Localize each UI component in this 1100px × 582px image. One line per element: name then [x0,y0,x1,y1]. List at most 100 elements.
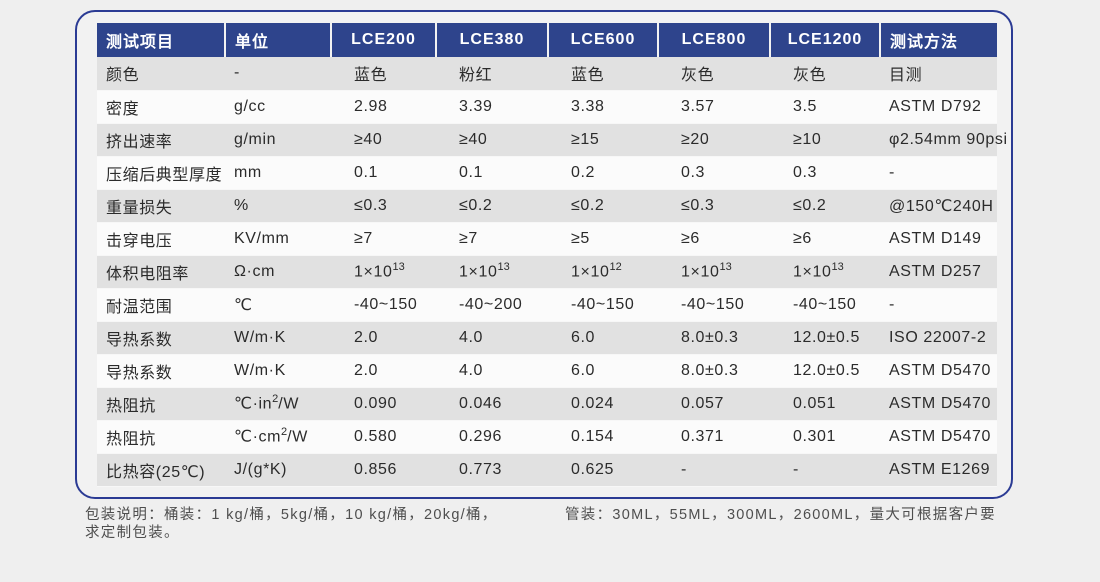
table-cell: 2.0 [331,354,436,388]
table-row: 重量损失% ≤0.3 ≤0.2 ≤0.2 ≤0.3 ≤0.2 @150℃240H [97,189,997,223]
table-cell: 2.98 [331,90,436,124]
table-cell: ≥7 [436,222,548,256]
table-cell: 3.39 [436,90,548,124]
spec-table-body: 颜色 - 蓝色 粉红 蓝色 灰色 灰色 目测 密度 g/cc 2.98 3.39 3.38 3.57 3.5… [97,57,1007,487]
table-cell: 蓝色 [331,57,436,91]
table-cell: J/(g*K) [225,453,331,487]
table-cell: W/m·K [225,321,331,355]
table-cell: 热阻抗 [97,420,225,454]
table-cell: -40~150 [658,288,770,322]
table-cell: 0.024 [548,387,658,421]
table-row: 导热系数 W/m·K 2.0 4.0 6.0 8.0±0.3 12.0±0.5 ASTM D5… [97,354,997,388]
table-cell: 0.057 [658,387,770,421]
table-cell: 0.090 [331,387,436,421]
table-cell: 重量损失 [97,189,225,223]
packaging-note: 包装说明：桶装：1 kg/桶，5kg/桶，10 kg/桶，20kg/桶， 管装：… [85,506,1020,542]
table-cell: ASTM E1269 [880,453,997,487]
table-cell: ≥5 [548,222,658,256]
table-cell: ≤0.2 [436,189,548,223]
table-cell: W/m·K [225,354,331,388]
table-cell: 0.051 [770,387,880,421]
column-header: LCE200 [331,23,437,57]
table-cell: ≥10 [770,123,880,157]
table-cell: 1×1013 [770,255,880,289]
table-cell: -40~150 [331,288,436,322]
table-cell: 3.38 [548,90,658,124]
table-row: 热阻抗 ℃·cm2/W 0.580 0.296 0.154 0.371 0.301 ASTM … [97,420,997,454]
table-cell: 0.1 [331,156,436,190]
table-cell: ≤0.2 [770,189,880,223]
table-cell: Ω·cm [225,255,331,289]
table-row: 颜色 - 蓝色 粉红 蓝色 灰色 灰色 目测 [97,57,997,91]
table-cell: 6.0 [548,354,658,388]
table-cell: ℃·cm2/W [225,420,331,454]
column-header: LCE600 [548,23,659,57]
table-cell: 0.580 [331,420,436,454]
table-cell: 0.301 [770,420,880,454]
table-cell: 12.0±0.5 [770,321,880,355]
table-cell: ℃·in2/W [225,387,331,421]
column-header: 测试项目 [97,23,226,57]
spec-table: 测试项目 单位 LCE200 LCE380 LCE600 LCE800 LCE1200 测试方… [97,23,1007,487]
table-cell: - [658,453,770,487]
table-row: 耐温范围 ℃ -40~150 -40~200 -40~150 -40~150 -40~150… [97,288,997,322]
column-header: 单位 [225,23,332,57]
table-row: 挤出速率 g/min ≥40 ≥40 ≥15 ≥20 ≥10 φ2.54mm 90psi [97,123,1007,157]
table-cell: ≥7 [331,222,436,256]
table-cell: ≤0.2 [548,189,658,223]
table-cell: KV/mm [225,222,331,256]
table-cell: 蓝色 [548,57,658,91]
table-cell: % [225,189,331,223]
table-cell: g/min [225,123,331,157]
table-row: 导热系数 W/m·K 2.0 4.0 6.0 8.0±0.3 12.0±0.5 ISO 220… [97,321,997,355]
table-cell: 击穿电压 [97,222,225,256]
table-cell: 2.0 [331,321,436,355]
table-row: 热阻抗 ℃·in2/W 0.090 0.046 0.024 0.057 0.051 ASTM … [97,387,997,421]
table-cell: 0.296 [436,420,548,454]
table-cell: ASTM D5470 [880,387,997,421]
table-cell: 1×1013 [436,255,548,289]
table-cell: φ2.54mm 90psi [880,123,1007,157]
table-cell: ≥6 [658,222,770,256]
table-cell: 1×1013 [658,255,770,289]
table-cell: 8.0±0.3 [658,321,770,355]
column-header: LCE380 [436,23,549,57]
table-cell: 6.0 [548,321,658,355]
table-cell: 导热系数 [97,321,225,355]
table-cell: - [880,288,997,322]
table-cell: ASTM D5470 [880,420,997,454]
table-cell: 热阻抗 [97,387,225,421]
packaging-note-wrap: 求定制包装。 [85,525,180,541]
column-header: LCE1200 [770,23,881,57]
table-cell: 目测 [880,57,997,91]
spec-card: 测试项目 单位 LCE200 LCE380 LCE600 LCE800 LCE1200 测试方… [75,10,1013,499]
table-cell: ≤0.3 [658,189,770,223]
table-cell: 颜色 [97,57,225,91]
table-cell: 0.046 [436,387,548,421]
table-cell: ≤0.3 [331,189,436,223]
table-cell: 0.773 [436,453,548,487]
packaging-note-tube: 管装：30ML，55ML，300ML，2600ML，量大可根据客户要 [565,507,996,523]
table-cell: 比热容(25℃) [97,453,225,487]
table-cell: ℃ [225,288,331,322]
table-row: 密度 g/cc 2.98 3.39 3.38 3.57 3.5 ASTM D792 [97,90,997,124]
table-cell: ≥40 [331,123,436,157]
table-cell: 0.2 [548,156,658,190]
table-cell: ASTM D149 [880,222,997,256]
table-cell: - [225,57,331,91]
table-cell: -40~150 [548,288,658,322]
table-cell: ISO 22007-2 [880,321,997,355]
column-header: LCE800 [658,23,771,57]
table-row: 击穿电压 KV/mm ≥7 ≥7 ≥5 ≥6 ≥6 ASTM D149 [97,222,997,256]
table-cell: ≥6 [770,222,880,256]
table-cell: 粉红 [436,57,548,91]
table-cell: ≥20 [658,123,770,157]
table-cell: 8.0±0.3 [658,354,770,388]
table-cell: 0.856 [331,453,436,487]
table-cell: 1×1012 [548,255,658,289]
table-cell: 0.371 [658,420,770,454]
table-cell: - [770,453,880,487]
table-cell: mm [225,156,331,190]
table-cell: 0.625 [548,453,658,487]
table-row: 体积电阻率 Ω·cm 1×1013 1×1013 1×1012 1×1013 1×1013 A… [97,255,997,289]
